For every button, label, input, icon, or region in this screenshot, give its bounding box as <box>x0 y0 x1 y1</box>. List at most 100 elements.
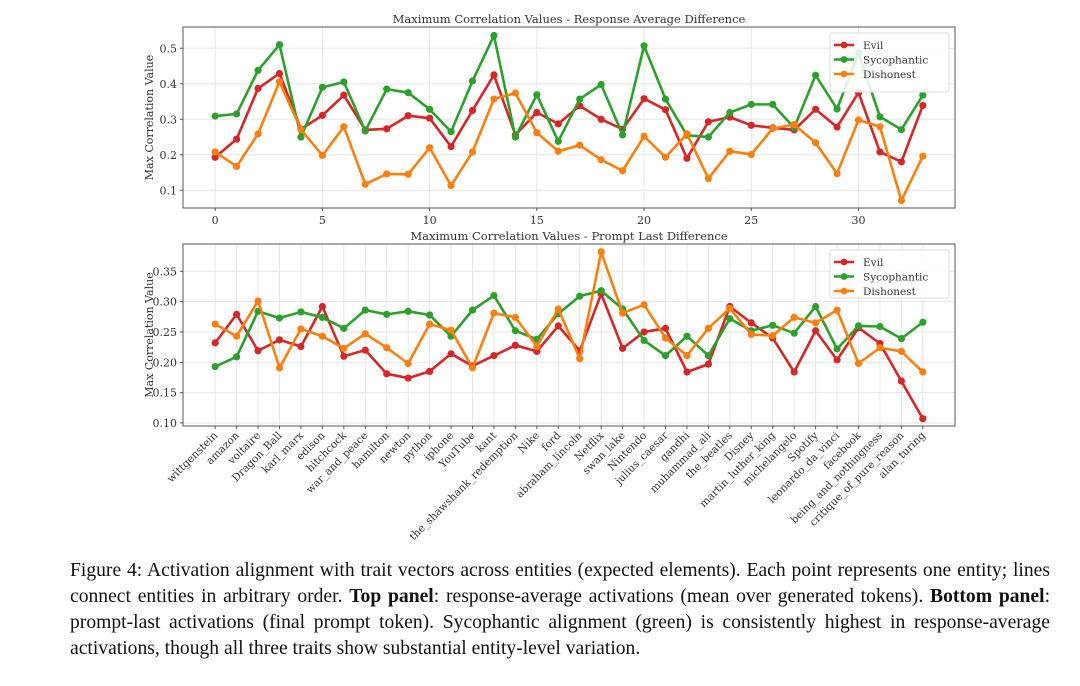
data-point-evil <box>833 123 841 131</box>
data-point-dishonest <box>468 148 477 156</box>
chart-title: Maximum Correlation Values - Response Av… <box>393 12 746 26</box>
legend-label-evil: Evil <box>863 257 884 269</box>
series-line-evil <box>214 72 925 164</box>
data-point-evil <box>812 327 820 335</box>
legend-label-evil: Evil <box>863 40 884 52</box>
data-point-evil <box>211 339 219 347</box>
y-tick-label: 0.35 <box>153 265 178 278</box>
chart-title: Maximum Correlation Values - Prompt Last… <box>410 229 728 243</box>
data-point-dishonest <box>275 78 284 86</box>
data-point-sycophantic <box>233 353 241 361</box>
data-point-sycophantic <box>597 287 605 295</box>
y-tick-label: 0.10 <box>153 417 178 430</box>
data-point-sycophantic <box>897 125 905 134</box>
data-point-evil <box>704 118 712 126</box>
data-point-sycophantic <box>769 321 777 329</box>
data-point-sycophantic <box>297 308 305 316</box>
data-point-sycophantic <box>490 31 498 40</box>
data-point-evil <box>254 347 262 355</box>
data-point-dishonest <box>426 144 434 152</box>
data-point-sycophantic <box>511 133 519 141</box>
data-point-evil <box>511 341 519 349</box>
y-tick-label: 0.5 <box>160 42 178 55</box>
data-point-sycophantic <box>619 131 627 139</box>
data-point-sycophantic <box>576 95 584 103</box>
data-point-dishonest <box>254 130 262 138</box>
data-point-evil <box>275 69 284 78</box>
legend-marker-evil <box>840 258 848 266</box>
data-point-dishonest <box>318 151 326 160</box>
data-point-dishonest <box>211 148 219 156</box>
data-point-sycophantic <box>318 83 326 91</box>
data-point-dishonest <box>876 344 884 352</box>
data-point-evil <box>790 368 798 376</box>
data-point-evil <box>640 328 648 336</box>
caption-lead: Figure 4: Activation alignment with trai… <box>70 560 1050 607</box>
data-point-dishonest <box>661 334 670 342</box>
data-point-evil <box>318 302 326 311</box>
data-point-sycophantic <box>404 307 412 315</box>
data-point-dishonest <box>297 325 305 333</box>
data-point-sycophantic <box>704 133 712 141</box>
data-point-dishonest <box>490 309 498 317</box>
data-point-sycophantic <box>404 89 412 97</box>
data-point-sycophantic <box>361 127 369 135</box>
data-point-dishonest <box>919 368 927 376</box>
data-point-dishonest <box>854 116 863 124</box>
legend-marker-dishonest <box>840 70 848 78</box>
data-point-sycophantic <box>233 110 241 118</box>
data-point-dishonest <box>533 129 541 137</box>
data-point-dishonest <box>233 162 241 171</box>
data-point-dishonest <box>661 153 670 161</box>
figure-caption: Figure 4: Activation alignment with trai… <box>70 558 1050 662</box>
data-point-sycophantic <box>726 315 734 323</box>
data-point-sycophantic <box>275 41 284 49</box>
data-point-evil <box>704 360 712 368</box>
data-point-dishonest <box>576 355 584 363</box>
data-point-sycophantic <box>426 311 434 319</box>
legend-marker-sycophantic <box>840 56 848 63</box>
data-point-sycophantic <box>297 133 305 141</box>
data-point-sycophantic <box>704 352 712 360</box>
chart-top: Maximum Correlation Values - Response Av… <box>143 12 956 227</box>
data-point-evil <box>318 111 326 119</box>
data-point-dishonest <box>640 301 648 309</box>
data-point-dishonest <box>726 147 734 155</box>
data-point-dishonest <box>597 156 605 164</box>
data-point-sycophantic <box>340 324 348 332</box>
legend-marker-evil <box>840 41 848 49</box>
data-point-dishonest <box>769 124 777 133</box>
data-point-dishonest <box>619 167 627 175</box>
data-point-dishonest <box>468 364 477 372</box>
caption-top-label: Top panel <box>349 586 434 607</box>
data-point-sycophantic <box>426 105 434 113</box>
data-point-sycophantic <box>318 313 326 322</box>
data-point-sycophantic <box>340 78 348 86</box>
data-point-sycophantic <box>661 352 670 360</box>
legend-box <box>829 32 950 93</box>
data-point-sycophantic <box>876 322 884 331</box>
legend-label-sycophantic: Sycophantic <box>863 272 928 284</box>
data-point-evil <box>661 324 670 332</box>
data-point-evil <box>533 108 541 117</box>
data-point-sycophantic <box>812 302 820 311</box>
data-point-sycophantic <box>511 327 519 335</box>
data-point-sycophantic <box>254 66 262 74</box>
data-point-sycophantic <box>769 100 777 108</box>
x-tick-label: 10 <box>423 214 437 227</box>
data-point-dishonest <box>747 330 755 338</box>
data-point-evil <box>747 319 755 327</box>
data-point-sycophantic <box>468 306 477 314</box>
data-point-sycophantic <box>576 292 584 300</box>
data-point-sycophantic <box>468 77 477 85</box>
x-tick-label: 5 <box>319 214 326 227</box>
data-point-evil <box>404 112 412 120</box>
data-point-dishonest <box>833 306 841 314</box>
series-line-dishonest <box>214 80 925 202</box>
legend-label-sycophantic: Sycophantic <box>863 55 928 67</box>
data-point-sycophantic <box>211 112 219 120</box>
data-point-dishonest <box>683 130 691 138</box>
data-point-dishonest <box>876 123 884 131</box>
data-point-dishonest <box>361 330 369 338</box>
data-point-evil <box>747 121 755 129</box>
